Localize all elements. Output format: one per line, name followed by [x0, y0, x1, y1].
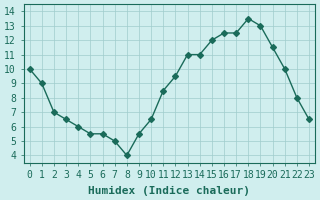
X-axis label: Humidex (Indice chaleur): Humidex (Indice chaleur): [88, 186, 250, 196]
